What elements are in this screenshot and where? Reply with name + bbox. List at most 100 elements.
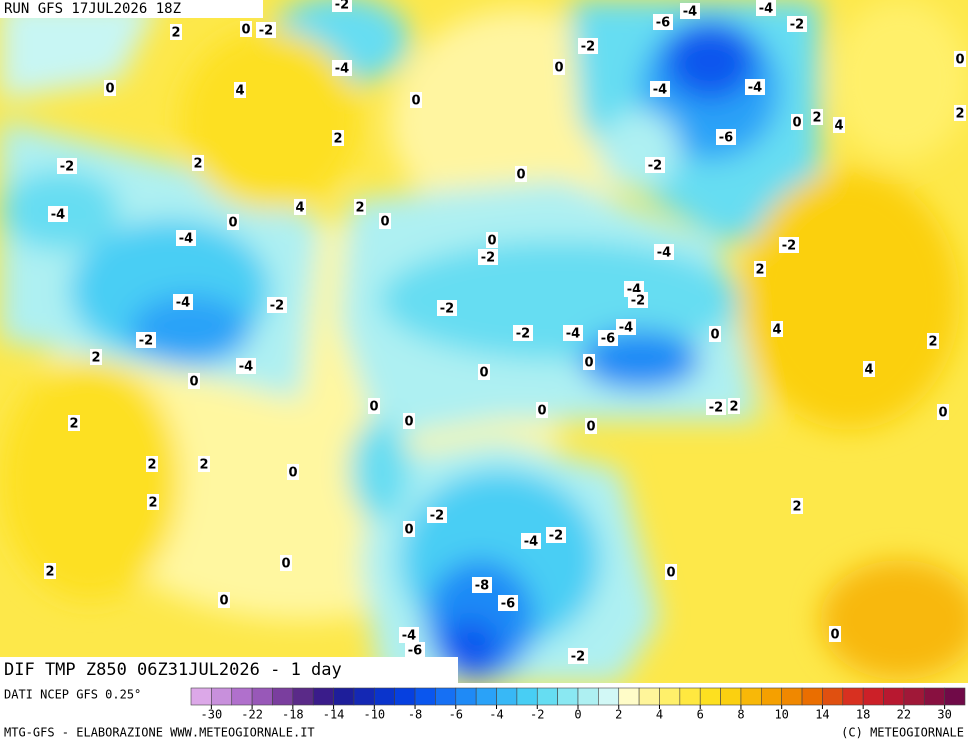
label-box — [170, 24, 182, 40]
colorbar: -30 -22 -18 -14 -10 -8 -6 -4 -2 0 2 4 6 8 10 14 18 22 30 — [190, 687, 966, 722]
label-box — [616, 319, 636, 335]
colorbar-swatch — [475, 687, 497, 706]
contour-label: 2 — [45, 565, 54, 580]
contour-label: -2 — [549, 529, 563, 544]
contour-label: 0 — [586, 420, 595, 435]
label-box — [399, 627, 419, 643]
label-box — [536, 402, 548, 418]
colorbar-tick-label: -30 — [201, 708, 223, 722]
colorbar-tick-label: 6 — [697, 708, 704, 722]
contour-label: -2 — [60, 160, 74, 175]
contour-label: -4 — [566, 327, 580, 342]
colorbar-tick-label: -10 — [363, 708, 385, 722]
label-box — [294, 199, 306, 215]
label-box — [379, 213, 391, 229]
label-box — [927, 333, 939, 349]
colorbar-tick-label: 10 — [774, 708, 788, 722]
contour-label: -2 — [481, 251, 495, 266]
label-box — [628, 292, 648, 308]
label-box — [486, 232, 498, 248]
label-box — [553, 59, 565, 75]
colorbar-swatch — [516, 687, 538, 706]
contour-label: 2 — [148, 496, 157, 511]
credit-label: MTG-GFS - ELABORAZIONE WWW.METEOGIORNALE… — [4, 726, 315, 740]
contour-label: 2 — [69, 417, 78, 432]
contour-label: -2 — [335, 0, 349, 13]
contour-label: 0 — [955, 53, 964, 68]
label-box — [954, 105, 966, 121]
label-box — [665, 564, 677, 580]
contour-label: 0 — [288, 466, 297, 481]
label-box — [513, 325, 533, 341]
colorbar-swatch — [496, 687, 518, 706]
contour-label: 4 — [834, 119, 843, 134]
contour-label: 2 — [171, 26, 180, 41]
colorbar-swatch — [190, 687, 212, 706]
contour-label: 4 — [295, 201, 304, 216]
label-box — [368, 398, 380, 414]
colorbar-tick-label: -8 — [408, 708, 422, 722]
contour-label: -2 — [139, 334, 153, 349]
colorbar-swatch — [455, 687, 477, 706]
label-box — [68, 415, 80, 431]
label-box — [791, 498, 803, 514]
colorbar-swatch — [394, 687, 416, 706]
label-box — [332, 60, 352, 76]
colorbar-tick-label: -4 — [489, 708, 503, 722]
colorbar-swatch — [577, 687, 599, 706]
label-box — [240, 21, 252, 37]
label-box — [57, 158, 77, 174]
label-box — [680, 3, 700, 19]
product-label: DIF TMP Z850 06Z31JUL2026 - 1 day — [4, 660, 342, 680]
colorbar-tick-label: -6 — [449, 708, 463, 722]
label-box — [173, 294, 193, 310]
contour-label: -2 — [259, 24, 273, 39]
colorbar-swatch — [638, 687, 660, 706]
colorbar-swatch — [251, 687, 273, 706]
contour-label: -2 — [631, 294, 645, 309]
contour-label: 0 — [219, 594, 228, 609]
colorbar-swatch — [598, 687, 620, 706]
contour-label: -4 — [179, 232, 193, 247]
colorbar-swatch — [618, 687, 640, 706]
label-box — [478, 249, 498, 265]
colorbar-swatch — [883, 687, 905, 706]
label-box — [585, 418, 597, 434]
label-box — [427, 507, 447, 523]
colorbar-swatch — [557, 687, 579, 706]
label-box — [437, 300, 457, 316]
colorbar-swatch — [292, 687, 314, 706]
contour-label: -2 — [782, 239, 796, 254]
colorbar-swatch — [801, 687, 823, 706]
contour-label: 2 — [355, 201, 364, 216]
label-box — [706, 399, 726, 415]
label-box — [234, 82, 246, 98]
contour-label: 2 — [755, 263, 764, 278]
product-box — [0, 657, 458, 683]
contour-label: -2 — [430, 509, 444, 524]
colorbar-swatch — [679, 687, 701, 706]
contour-label: -4 — [335, 62, 349, 77]
contour-label: -6 — [601, 332, 615, 347]
colorbar-swatch — [822, 687, 844, 706]
label-box — [90, 349, 102, 365]
contour-label: -6 — [408, 644, 422, 659]
contour-label: -4 — [619, 321, 633, 336]
label-box — [188, 373, 200, 389]
label-box — [598, 330, 618, 346]
contour-label: -8 — [475, 579, 489, 594]
contour-label: -6 — [719, 131, 733, 146]
colorbar-swatch — [231, 687, 253, 706]
label-box — [754, 261, 766, 277]
contour-label: 2 — [333, 132, 342, 147]
colorbar-tick-label: 22 — [897, 708, 911, 722]
contour-label: 2 — [193, 157, 202, 172]
contour-label: -2 — [581, 40, 595, 55]
label-box — [147, 494, 159, 510]
label-box — [403, 413, 415, 429]
contour-label: -4 — [239, 360, 253, 375]
label-box — [709, 326, 721, 342]
colorbar-swatch — [414, 687, 436, 706]
colorbar-tick-label: 0 — [574, 708, 581, 722]
